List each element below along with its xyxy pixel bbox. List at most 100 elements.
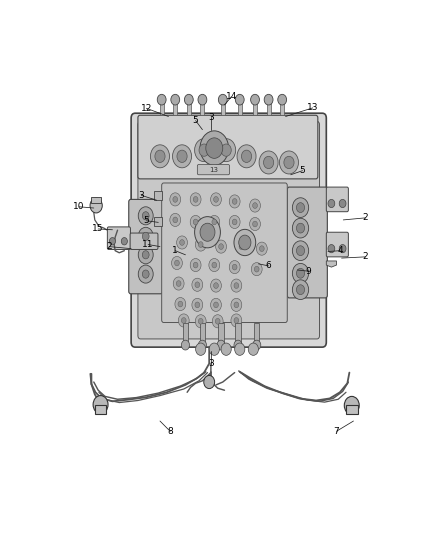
Circle shape xyxy=(344,397,359,415)
Circle shape xyxy=(259,246,264,252)
Bar xyxy=(253,100,257,115)
Circle shape xyxy=(211,193,222,206)
Circle shape xyxy=(173,145,191,168)
Bar xyxy=(267,100,271,115)
Circle shape xyxy=(251,94,259,105)
Bar xyxy=(221,100,225,115)
Circle shape xyxy=(181,340,190,350)
Circle shape xyxy=(250,217,261,231)
Circle shape xyxy=(194,216,220,248)
Circle shape xyxy=(180,240,184,245)
Circle shape xyxy=(293,219,309,238)
Circle shape xyxy=(193,262,198,268)
Polygon shape xyxy=(326,261,336,267)
FancyBboxPatch shape xyxy=(129,199,162,294)
Bar xyxy=(254,322,259,345)
Circle shape xyxy=(173,217,178,223)
Circle shape xyxy=(297,203,304,213)
Circle shape xyxy=(232,199,237,204)
Circle shape xyxy=(231,279,242,292)
Bar xyxy=(200,322,205,345)
Circle shape xyxy=(339,245,346,253)
Bar xyxy=(238,100,242,115)
Circle shape xyxy=(171,94,180,105)
Circle shape xyxy=(239,235,251,250)
Circle shape xyxy=(142,232,149,240)
FancyBboxPatch shape xyxy=(326,187,348,212)
Circle shape xyxy=(193,219,198,225)
Circle shape xyxy=(264,156,274,168)
Circle shape xyxy=(256,242,267,255)
Circle shape xyxy=(215,318,220,324)
Circle shape xyxy=(221,144,231,156)
Circle shape xyxy=(214,302,219,308)
Circle shape xyxy=(178,301,183,307)
Circle shape xyxy=(194,139,214,161)
Circle shape xyxy=(199,144,209,156)
Bar xyxy=(154,216,162,225)
Circle shape xyxy=(190,193,201,206)
Circle shape xyxy=(192,298,203,311)
Circle shape xyxy=(142,212,149,220)
Circle shape xyxy=(173,197,178,202)
Bar xyxy=(280,100,284,115)
Circle shape xyxy=(215,240,226,253)
Circle shape xyxy=(293,241,309,261)
Circle shape xyxy=(253,203,258,208)
Circle shape xyxy=(193,197,198,202)
Circle shape xyxy=(138,246,153,264)
Circle shape xyxy=(142,251,149,259)
Circle shape xyxy=(232,264,237,270)
Circle shape xyxy=(251,263,262,276)
Circle shape xyxy=(214,197,219,202)
Text: 14: 14 xyxy=(226,92,237,101)
Circle shape xyxy=(138,207,153,225)
Text: 11: 11 xyxy=(142,240,154,249)
Text: 3: 3 xyxy=(208,113,214,122)
Text: 2: 2 xyxy=(363,252,368,261)
Circle shape xyxy=(212,314,223,328)
Circle shape xyxy=(339,199,346,207)
Circle shape xyxy=(232,219,237,225)
Circle shape xyxy=(195,282,200,288)
FancyBboxPatch shape xyxy=(130,233,158,249)
Circle shape xyxy=(212,262,217,268)
Circle shape xyxy=(221,343,231,356)
FancyBboxPatch shape xyxy=(107,227,131,249)
Circle shape xyxy=(177,150,187,163)
Text: 3: 3 xyxy=(208,359,214,368)
FancyBboxPatch shape xyxy=(138,122,319,339)
Circle shape xyxy=(250,199,261,212)
Bar xyxy=(219,322,224,345)
Text: 2: 2 xyxy=(106,242,112,251)
Circle shape xyxy=(195,238,206,251)
Text: 2: 2 xyxy=(363,213,368,222)
FancyBboxPatch shape xyxy=(162,183,287,322)
Circle shape xyxy=(170,213,181,227)
Circle shape xyxy=(293,263,309,283)
Circle shape xyxy=(253,340,261,350)
Circle shape xyxy=(229,261,240,273)
Circle shape xyxy=(190,215,201,229)
Circle shape xyxy=(175,260,179,266)
Circle shape xyxy=(297,268,304,278)
FancyBboxPatch shape xyxy=(326,232,348,257)
Text: 13: 13 xyxy=(307,103,318,112)
Circle shape xyxy=(234,229,256,256)
Circle shape xyxy=(93,395,108,414)
Circle shape xyxy=(209,215,220,229)
Text: 5: 5 xyxy=(193,116,198,125)
Circle shape xyxy=(209,343,219,356)
Circle shape xyxy=(209,259,220,272)
Circle shape xyxy=(198,340,206,350)
Text: 1: 1 xyxy=(173,246,178,255)
FancyBboxPatch shape xyxy=(138,115,318,179)
Circle shape xyxy=(198,94,207,105)
Circle shape xyxy=(211,298,222,311)
Circle shape xyxy=(279,151,298,174)
Circle shape xyxy=(196,343,206,356)
Circle shape xyxy=(121,238,127,245)
Bar xyxy=(187,100,191,115)
Circle shape xyxy=(200,131,229,165)
Circle shape xyxy=(211,279,222,292)
